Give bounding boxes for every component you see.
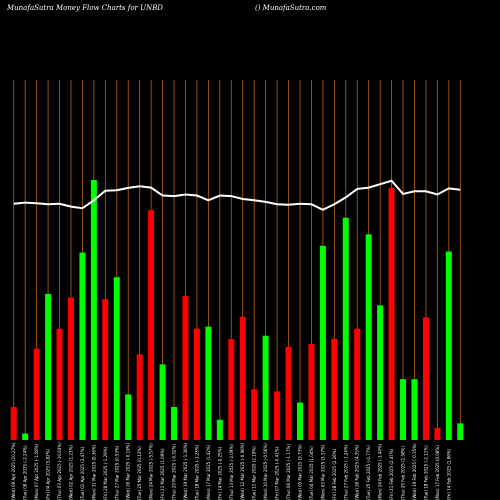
bar <box>228 339 235 440</box>
bar <box>136 354 143 440</box>
x-tick-label: (Wed) 02 Apr 2025 (1.23%) <box>68 445 73 500</box>
x-tick-label: (Fri) 14 Mar 2025 (-0.25%) <box>217 447 222 500</box>
x-tick-label: (Fri) 28 Feb 2025 (2.26%) <box>332 448 337 500</box>
x-tick-label: (Fri) 04 Apr 2025 (5.82%) <box>46 449 51 500</box>
bar <box>285 346 292 440</box>
chart-title: MunafaSutra Money Flow Charts for UNBD <box>7 4 163 12</box>
x-tick-label: (Thu) 06 Mar 2025 (-1.17%) <box>286 444 291 500</box>
bar <box>296 402 303 440</box>
bar <box>33 348 40 440</box>
x-tick-label: (Mon) 31 Mar 2025 (0.36%) <box>91 444 96 500</box>
bar <box>67 297 74 440</box>
x-tick-label: (Mon) 17 Feb 2025 (0.08%) <box>435 445 440 500</box>
chart-header: MunafaSutra Money Flow Charts for UNBD (… <box>0 0 500 24</box>
bar <box>102 299 109 440</box>
bar <box>342 217 349 440</box>
bar <box>354 328 361 440</box>
bar <box>182 295 189 440</box>
x-tick-label: (Tue) 25 Mar 2025 (0.13%) <box>137 446 142 500</box>
bar <box>159 364 166 440</box>
x-tick-label: (Tue) 01 Apr 2025 (3.47%) <box>80 447 85 500</box>
bar <box>319 245 326 440</box>
bar <box>262 335 269 440</box>
x-tick-label: (Wed) 26 Feb 2025 (4.35%) <box>355 444 360 500</box>
bar <box>148 210 155 440</box>
bar <box>56 328 63 440</box>
bar <box>457 423 464 440</box>
x-tick-label: (Thu) 13 Mar 2025 (-2.09%) <box>229 444 234 500</box>
bar <box>422 317 429 440</box>
x-tick-label: (Wed) 19 Mar 2025 (-1.36%) <box>183 443 188 500</box>
bar <box>434 427 441 440</box>
bar <box>388 187 395 440</box>
x-tick-label: (Tue) 25 Feb 2025 (-0.77%) <box>366 445 371 500</box>
bar <box>193 328 200 440</box>
bar <box>45 293 52 440</box>
x-tick-label: (Fri) 07 Mar 2025 (-0.41%) <box>275 447 280 500</box>
x-tick-label: (Tue) 18 Mar 2025 (-1.23%) <box>194 444 199 500</box>
x-tick-label: (Mon) 03 Mar 2025 (3.37%) <box>320 444 325 500</box>
bar <box>90 180 97 440</box>
bars <box>10 180 464 440</box>
x-tick-label: (Fri) 21 Mar 2025 (1.09%) <box>160 448 165 500</box>
bar <box>251 389 258 440</box>
x-tick-label: (Thu) 27 Mar 2025 (0.53%) <box>114 445 119 500</box>
x-tick-labels: (Wed) 09 Apr 2025 (10.27%) (Tue) 08 Apr 2… <box>11 442 451 500</box>
flow-line <box>13 179 461 211</box>
bar <box>205 326 212 440</box>
bar <box>411 379 418 440</box>
bar <box>377 305 384 440</box>
bar <box>22 433 29 440</box>
bar <box>331 338 338 440</box>
x-tick-label: (Wed) 12 Mar 2025 (-0.96%) <box>240 443 245 500</box>
x-tick-label: (Wed) 26 Mar 2025 (-0.19%) <box>126 443 131 500</box>
site-credit: () MunafaSutra.com <box>255 4 327 12</box>
bar <box>113 277 120 440</box>
x-tick-label: (Tue) 04 Mar 2025 (1.04%) <box>309 446 314 500</box>
x-tick-label: (Wed) 05 Mar 2025 (3.73%) <box>297 444 302 500</box>
x-tick-label: (Mon) 10 Mar 2025 (-0.56%) <box>263 443 268 500</box>
x-tick-label: (Thu) 20 Mar 2025 (-0.52%) <box>172 444 177 500</box>
bar <box>239 316 246 440</box>
x-tick-label: (Thu) 03 Apr 2025 (-10.64%) <box>57 442 62 500</box>
x-tick-label: (Thu) 20 Feb 2025 (1.58%) <box>401 446 406 500</box>
bar <box>216 419 223 440</box>
x-tick-label: (Mon) 17 Mar 2025 (1.42%) <box>206 444 211 500</box>
x-tick-label: (Fri) 28 Mar 2025 (-1.29%) <box>103 447 108 500</box>
x-tick-label: (Tue) 11 Mar 2025 (2.19%) <box>252 446 257 500</box>
bar <box>274 391 281 440</box>
x-tick-label: (Thu) 27 Feb 2025 (-1.24%) <box>343 444 348 500</box>
x-tick-label: (Tue) 18 Feb 2025 (-2.11%) <box>423 445 428 500</box>
bar <box>365 234 372 440</box>
x-tick-label: (Wed) 09 Apr 2025 (10.27%) <box>11 442 16 500</box>
bar <box>400 379 407 440</box>
bar <box>10 406 17 440</box>
x-tick-label: (Mon) 24 Feb 2025 (-3.44%) <box>378 443 383 500</box>
x-tick-label: (Tue) 08 Apr 2025 (-2.24%) <box>23 445 28 500</box>
x-tick-label: (Mon) 24 Mar 2025 (-5.57%) <box>149 443 154 500</box>
bar <box>125 394 132 440</box>
flow-line-group <box>13 179 461 211</box>
bar <box>308 343 315 440</box>
bar <box>171 406 178 440</box>
bar <box>79 252 86 440</box>
x-tick-label: (Wed) 19 Feb 2025 (-0.35%) <box>412 443 417 500</box>
x-tick-label: (Fri) 14 Feb 2025 (1.86%) <box>446 448 451 500</box>
x-tick-label: (Fri) 21 Feb 2025 (2.47%) <box>389 448 394 500</box>
x-tick-label: (Mon) 07 Apr 2025 (-1.58%) <box>34 443 39 500</box>
bar <box>445 251 452 440</box>
